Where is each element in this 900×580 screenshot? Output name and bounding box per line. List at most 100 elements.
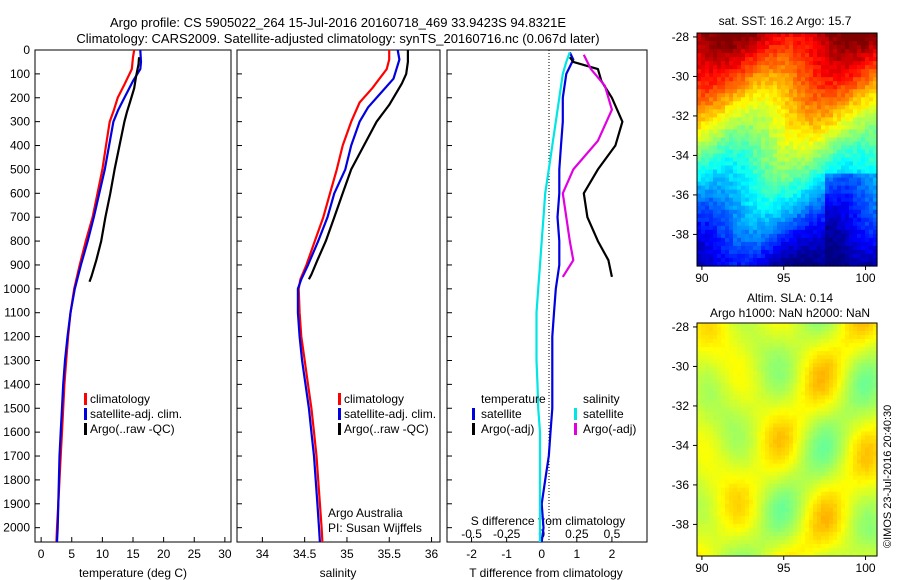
heatmap-cell — [793, 435, 798, 441]
heatmap-cell — [773, 343, 778, 348]
heatmap-cell — [777, 169, 782, 175]
heatmap-cell — [789, 121, 794, 126]
heatmap-cell — [701, 233, 706, 239]
heatmap-cell — [797, 399, 802, 404]
heatmap-cell — [805, 37, 810, 42]
heatmap-cell — [853, 121, 858, 126]
heatmap-cell — [721, 359, 726, 364]
heatmap-cell — [817, 141, 822, 147]
heatmap-cell — [757, 383, 762, 388]
heatmap-cell — [845, 125, 850, 131]
heatmap-cell — [841, 45, 846, 50]
heatmap-cell — [813, 93, 818, 98]
heatmap-cell — [733, 479, 738, 485]
heatmap-cell — [761, 245, 766, 251]
heatmap-cell — [717, 403, 722, 408]
heatmap-cell — [829, 431, 834, 437]
heatmap-cell — [769, 145, 774, 151]
heatmap-cell — [797, 137, 802, 143]
heatmap-cell — [741, 471, 746, 477]
heatmap-cell — [825, 169, 830, 175]
heatmap-cell — [785, 121, 790, 126]
heatmap-cell — [717, 495, 722, 501]
heatmap-cell — [861, 241, 866, 247]
heatmap-cell — [841, 471, 846, 477]
heatmap-cell — [805, 455, 810, 461]
heatmap-cell — [721, 197, 726, 203]
heatmap-cell — [853, 253, 858, 259]
heatmap-cell — [781, 339, 786, 344]
heatmap-cell — [757, 347, 762, 352]
heatmap-cell — [717, 109, 722, 114]
heatmap-cell — [717, 169, 722, 175]
heatmap-cell — [705, 101, 710, 106]
heatmap-cell — [725, 157, 730, 163]
heatmap-cell — [829, 411, 834, 416]
heatmap-cell — [697, 221, 702, 227]
heatmap-cell — [869, 483, 874, 489]
heatmap-cell — [829, 93, 834, 98]
heatmap-cell — [777, 419, 782, 425]
depth-tick-label: 1300 — [3, 353, 30, 367]
heatmap-cell — [829, 399, 834, 404]
heatmap-cell — [713, 89, 718, 94]
heatmap-cell — [749, 53, 754, 58]
heatmap-cell — [837, 101, 842, 106]
heatmap-cell — [761, 41, 766, 46]
heatmap-cell — [781, 137, 786, 143]
heatmap-cell — [705, 61, 710, 66]
heatmap-cell — [837, 355, 842, 360]
heatmap-cell — [773, 53, 778, 58]
heatmap-cell — [817, 181, 822, 187]
temperature-x-axis: 0 5 10 15 20 25 30 — [38, 537, 232, 561]
heatmap-cell — [829, 435, 834, 441]
heatmap-cell — [729, 153, 734, 159]
heatmap-cell — [753, 69, 758, 74]
heatmap-cell — [705, 367, 710, 372]
heatmap-cell — [821, 487, 826, 493]
heatmap-cell — [761, 411, 766, 416]
heatmap-cell — [741, 419, 746, 425]
heatmap-cell — [789, 463, 794, 469]
heatmap-cell — [813, 379, 818, 384]
heatmap-cell — [761, 435, 766, 441]
heatmap-cell — [769, 129, 774, 135]
heatmap-cell — [805, 185, 810, 191]
heatmap-cell — [701, 257, 706, 263]
heatmap-cell — [785, 81, 790, 86]
heatmap-cell — [849, 327, 854, 332]
heatmap-cell — [777, 73, 782, 78]
heatmap-cell — [841, 105, 846, 110]
heatmap-cell — [721, 85, 726, 90]
heatmap-cell — [721, 189, 726, 195]
heatmap-cell — [733, 475, 738, 481]
heatmap-cell — [725, 133, 730, 139]
heatmap-cell — [821, 261, 826, 267]
heatmap-cell — [749, 459, 754, 465]
sla-heatmap — [697, 323, 878, 557]
heatmap-cell — [741, 443, 746, 449]
heatmap-cell — [817, 209, 822, 215]
heatmap-cell — [837, 85, 842, 90]
heatmap-cell — [721, 229, 726, 235]
heatmap-cell — [873, 177, 878, 183]
heatmap-cell — [841, 327, 846, 332]
heatmap-cell — [829, 475, 834, 481]
legend-climatology: climatology — [90, 392, 150, 406]
heatmap-cell — [749, 471, 754, 477]
heatmap-cell — [797, 181, 802, 187]
heatmap-cell — [817, 257, 822, 263]
heatmap-cell — [805, 137, 810, 143]
heatmap-cell — [869, 507, 874, 513]
heatmap-cell — [825, 73, 830, 78]
heatmap-cell — [833, 45, 838, 50]
heatmap-cell — [837, 371, 842, 376]
x-tick-label: 35 — [340, 547, 354, 561]
heatmap-cell — [833, 181, 838, 187]
heatmap-cell — [865, 435, 870, 441]
heatmap-cell — [729, 359, 734, 364]
heatmap-cell — [725, 387, 730, 392]
heatmap-cell — [717, 141, 722, 147]
heatmap-cell — [861, 145, 866, 151]
heatmap-cell — [861, 89, 866, 94]
